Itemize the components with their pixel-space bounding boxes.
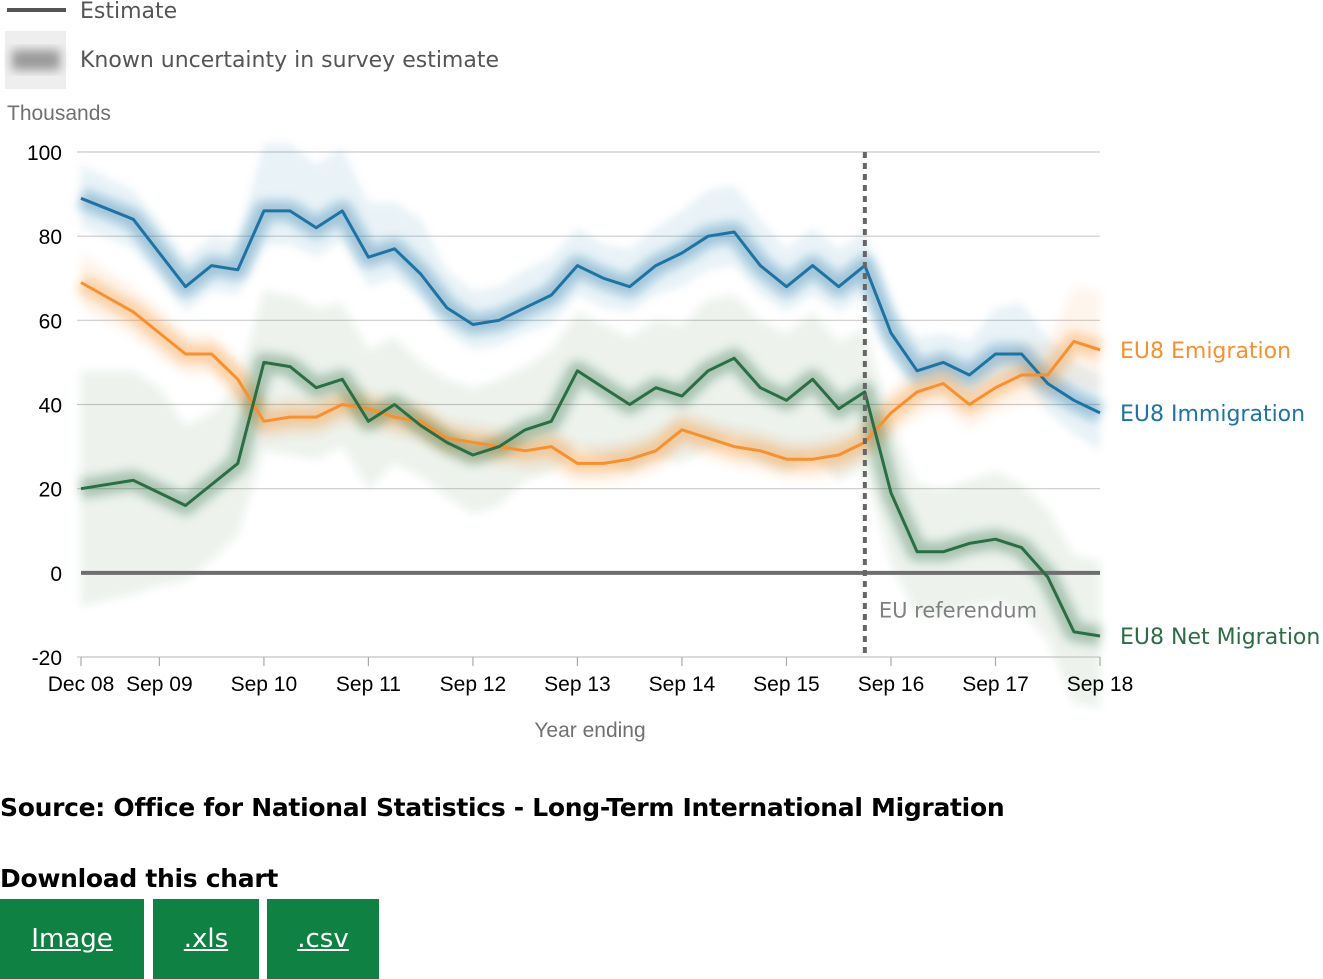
series-line [80, 196, 1101, 415]
download-image-button[interactable]: Image [0, 899, 144, 979]
series-line [80, 356, 1101, 638]
download-xls-button[interactable]: .xls [153, 899, 259, 979]
x-tick-label: Sep 17 [962, 673, 1029, 696]
download-csv-button[interactable]: .csv [267, 899, 379, 979]
x-axis-title: Year ending [534, 719, 645, 742]
download-title: Download this chart [0, 864, 279, 893]
y-tick-label: -20 [32, 647, 62, 670]
series-end-label: EU8 Net Migration [1120, 625, 1320, 650]
legend-uncertainty-label: Known uncertainty in survey estimate [80, 48, 499, 73]
x-tick-label: Sep 14 [649, 673, 716, 696]
y-tick-label: 20 [39, 479, 62, 502]
x-tick-label: Sep 11 [336, 673, 401, 696]
x-tick-label: Dec 08 [48, 673, 115, 696]
y-axis-title: Thousands [7, 102, 111, 125]
legend-estimate-label: Estimate [80, 0, 177, 24]
x-tick-label: Sep 15 [753, 673, 820, 696]
y-tick-label: 100 [27, 142, 62, 165]
source-note: Source: Office for National Statistics -… [0, 793, 1005, 822]
series-end-label: EU8 Immigration [1120, 402, 1305, 427]
x-tick-label: Sep 09 [126, 673, 193, 696]
chart: Estimate Known uncertainty in survey est… [5, 0, 1320, 742]
x-tick-label: Sep 18 [1067, 673, 1134, 696]
series-end-labels: EU8 Immigration EU8 Emigration EU8 Net Mig… [1120, 339, 1320, 650]
y-axis: -20 0 20 40 60 80 100 [27, 142, 62, 670]
y-tick-label: 40 [39, 395, 62, 418]
x-tick-label: Sep 16 [858, 673, 925, 696]
legend: Estimate Known uncertainty in survey est… [5, 0, 499, 89]
legend-uncertainty-swatch [12, 50, 60, 70]
x-axis: Dec 08 Sep 09 Sep 10 Sep 11 Sep 12 Sep 13 Sep … [48, 656, 1134, 696]
uncertainty-bands [81, 143, 1100, 708]
series-end-label: EU8 Emigration [1120, 339, 1291, 364]
x-tick-label: Sep 10 [231, 673, 298, 696]
y-tick-label: 0 [50, 563, 62, 586]
referendum-label: EU referendum [879, 599, 1037, 623]
x-tick-label: Sep 12 [440, 673, 507, 696]
y-tick-label: 80 [39, 226, 62, 249]
series-lines [80, 196, 1101, 638]
series-line [80, 281, 1101, 465]
y-tick-label: 60 [39, 310, 62, 333]
referendum-annotation: EU referendum [862, 152, 1037, 657]
x-tick-label: Sep 13 [544, 673, 611, 696]
